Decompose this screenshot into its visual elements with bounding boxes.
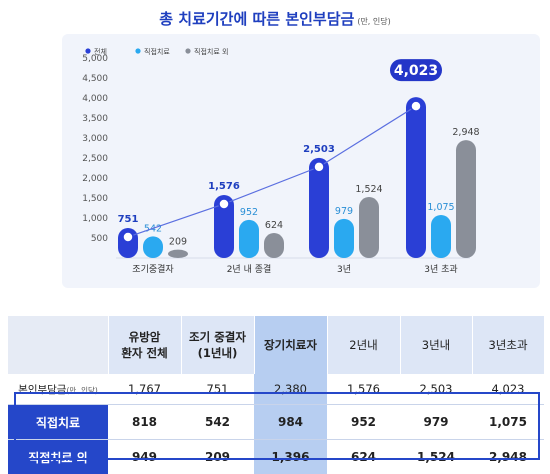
y-tick-label: 3,000 xyxy=(82,134,108,144)
table-corner xyxy=(8,316,108,374)
bar-전체 xyxy=(406,97,426,258)
y-tick-label: 3,500 xyxy=(82,114,108,124)
table-cell: 4,023 xyxy=(472,374,544,405)
data-label: 979 xyxy=(335,206,353,217)
table-cell: 2,948 xyxy=(472,440,544,474)
trend-point xyxy=(314,162,324,172)
table-cell: 542 xyxy=(181,405,254,440)
bar-직접치료 xyxy=(334,219,354,258)
bar-직접치료 xyxy=(431,215,451,258)
legend-marker xyxy=(135,48,140,53)
table-header-cell: 3년초과 xyxy=(472,316,544,374)
trend-point xyxy=(411,101,421,111)
legend-label: 직접치료 외 xyxy=(194,47,228,56)
y-tick-label: 500 xyxy=(91,234,108,244)
data-label: 1,576 xyxy=(208,181,240,192)
table-cell: 1,524 xyxy=(400,440,472,474)
data-label: 209 xyxy=(169,237,187,248)
table-row: 본인부담금(만, 인당) 1,767 751 2,380 1,576 2,503… xyxy=(8,374,544,405)
legend-label: 전체 xyxy=(94,47,107,56)
bar-직접치료 xyxy=(143,236,163,258)
bar-직접치료 외 xyxy=(359,197,379,258)
legend-marker xyxy=(85,48,90,53)
table-cell: 949 xyxy=(108,440,181,474)
table-cell: 952 xyxy=(327,405,400,440)
data-table: 유방암 환자 전체 조기 중결자 (1년내) 장기치료자 2년내 3년내 3년초… xyxy=(8,316,545,474)
bar-직접치료 xyxy=(239,220,259,258)
row-header: 직접치료 xyxy=(8,405,108,440)
data-label: 624 xyxy=(265,220,283,231)
table-header-cell: 장기치료자 xyxy=(254,316,327,374)
row-header: 본인부담금(만, 인당) xyxy=(8,374,108,405)
table-cell: 818 xyxy=(108,405,181,440)
data-label: 1,075 xyxy=(427,202,454,213)
bar-전체 xyxy=(309,158,329,258)
table-cell: 2,503 xyxy=(400,374,472,405)
table-cell: 1,396 xyxy=(254,440,327,474)
data-label: 2,503 xyxy=(303,144,335,155)
data-label: 4,023 xyxy=(394,63,438,79)
table-header-row: 유방암 환자 전체 조기 중결자 (1년내) 장기치료자 2년내 3년내 3년초… xyxy=(8,316,544,374)
category-label: 3년 초과 xyxy=(424,264,457,275)
trend-point xyxy=(123,232,133,242)
table-cell: 1,576 xyxy=(327,374,400,405)
category-label: 2년 내 종결 xyxy=(227,264,272,275)
y-tick-label: 2,500 xyxy=(82,154,108,164)
category-label: 3년 xyxy=(337,264,351,275)
table-header-cell: 유방암 환자 전체 xyxy=(108,316,181,374)
data-label: 2,948 xyxy=(452,127,479,138)
table-row: 직접치료 818 542 984 952 979 1,075 xyxy=(8,405,544,440)
table-row: 직접치료 외 949 209 1,396 624 1,524 2,948 xyxy=(8,440,544,474)
table-header-cell: 3년내 xyxy=(400,316,472,374)
y-tick-label: 1,500 xyxy=(82,194,108,204)
y-tick-label: 4,500 xyxy=(82,74,108,84)
bar-직접치료 외 xyxy=(456,140,476,258)
table-cell: 984 xyxy=(254,405,327,440)
table-cell: 2,380 xyxy=(254,374,327,405)
bar-직접치료 외 xyxy=(168,250,188,258)
bar-직접치료 외 xyxy=(264,233,284,258)
legend-marker xyxy=(185,48,190,53)
table-cell: 751 xyxy=(181,374,254,405)
bar-chart: 500 1,000 1,500 2,000 2,500 3,000 3,500 4,000 4,… xyxy=(0,0,550,300)
y-tick-label: 4,000 xyxy=(82,94,108,104)
y-tick-label: 1,000 xyxy=(82,214,108,224)
table-cell: 1,767 xyxy=(108,374,181,405)
table-cell: 624 xyxy=(327,440,400,474)
category-label: 조기중결자 xyxy=(132,264,174,275)
table-header-cell: 2년내 xyxy=(327,316,400,374)
row-header: 직접치료 외 xyxy=(8,440,108,474)
trend-point xyxy=(219,199,229,209)
data-label: 952 xyxy=(240,207,258,218)
y-tick-label: 2,000 xyxy=(82,174,108,184)
row-label: 본인부담금 xyxy=(18,384,66,396)
table-cell: 1,075 xyxy=(472,405,544,440)
row-label-unit: (만, 인당) xyxy=(66,386,97,395)
table-cell: 209 xyxy=(181,440,254,474)
table-header-cell: 조기 중결자 (1년내) xyxy=(181,316,254,374)
table-cell: 979 xyxy=(400,405,472,440)
data-label: 751 xyxy=(118,214,139,225)
data-label: 1,524 xyxy=(355,184,382,195)
legend-label: 직접치료 xyxy=(144,47,170,56)
